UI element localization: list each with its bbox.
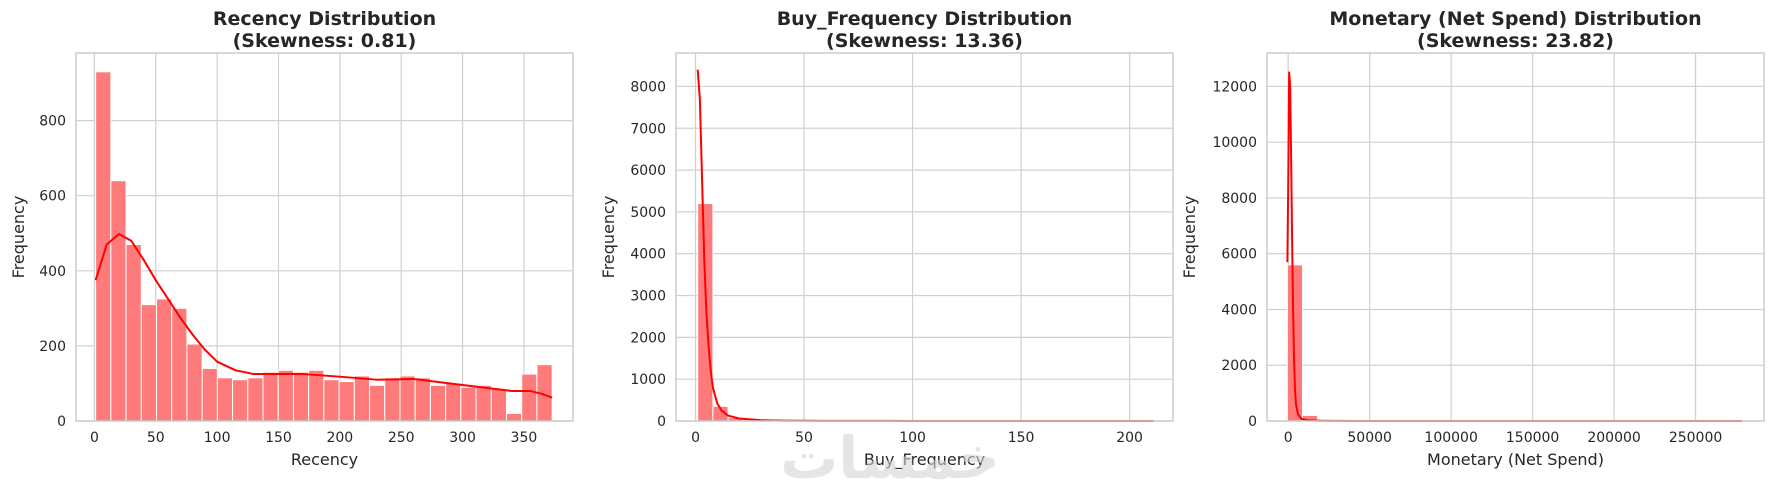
histogram-bar	[292, 371, 310, 422]
histogram-bar	[95, 71, 112, 422]
y-tick-label: 2000	[630, 330, 666, 346]
y-axis-label: Frequency	[1180, 196, 1199, 279]
histogram-bar	[323, 379, 340, 422]
y-tick-label: 7000	[630, 121, 666, 137]
chart-panel-2: 0 50 100 150 2000100020003000400050006000700…	[599, 8, 1174, 470]
x-tick-label: 200000	[1587, 430, 1640, 446]
y-tick-label: 8000	[1221, 191, 1257, 207]
kde-line	[94, 233, 553, 399]
x-tick-label: 50000	[1347, 430, 1392, 446]
x-tick-label: 50	[795, 430, 813, 446]
y-tick-label: 2000	[1221, 358, 1257, 374]
x-tick-label: 0	[691, 430, 700, 446]
histogram-bar	[429, 384, 447, 422]
kde-line	[696, 69, 1154, 422]
x-tick-label: 0	[1284, 430, 1293, 446]
histogram-bar	[475, 384, 492, 422]
histogram-bar	[277, 369, 294, 422]
histogram-bar	[262, 371, 279, 422]
x-tick-label: 50	[147, 430, 165, 446]
chart-panel-3: 0 50000 100000 150000 200000 250000 0 2000 4000 6…	[1180, 8, 1765, 469]
x-tick-label: 350	[511, 430, 538, 446]
y-tick-label: 1000	[630, 372, 666, 388]
histogram-bar	[384, 377, 401, 422]
histogram-bar	[353, 375, 371, 422]
histogram-bar	[110, 180, 127, 422]
kde-line	[1286, 71, 1742, 422]
chart-title: Recency Distribution	[213, 8, 436, 30]
y-tick-label: 0	[657, 414, 666, 430]
y-tick-label: 0	[1248, 414, 1257, 430]
histogram-bar	[186, 343, 203, 422]
x-tick-label: 100	[899, 430, 926, 446]
histogram-bar	[125, 244, 142, 422]
histogram-bar	[308, 369, 325, 422]
x-tick-label: 200	[1116, 430, 1143, 446]
histogram-bar	[414, 377, 431, 422]
histogram-bar	[247, 377, 264, 422]
histogram-bar	[521, 373, 538, 422]
histogram-bar	[460, 386, 477, 422]
x-tick-label: 0	[90, 430, 99, 446]
y-tick-label: 600	[39, 189, 66, 205]
y-tick-label: 8000	[630, 79, 666, 95]
chart-panel-1: 0 50 100 150 200 250 300 350 0 200 400 600 800 Recenc…	[9, 8, 574, 469]
x-tick-label: 100	[204, 430, 231, 446]
axes-frame	[1266, 52, 1765, 422]
y-tick-label: 0	[57, 414, 66, 430]
histogram-bar	[156, 298, 173, 422]
chart-subtitle: (Skewness: 13.36)	[826, 30, 1023, 52]
x-axis-label: Buy_Frequency	[864, 450, 985, 470]
watermark: خمسات	[780, 424, 1000, 483]
histogram-bar	[445, 382, 462, 422]
histogram-bar	[201, 367, 218, 422]
x-tick-label: 200	[326, 430, 353, 446]
x-axis-label: Recency	[291, 450, 358, 469]
y-tick-label: 800	[39, 114, 66, 130]
x-tick-label: 150000	[1506, 430, 1559, 446]
y-axis-label: Frequency	[599, 196, 618, 279]
x-tick-label: 300	[449, 430, 476, 446]
histogram-bar	[697, 203, 714, 422]
y-tick-label: 4000	[1221, 302, 1257, 318]
y-tick-label: 10000	[1212, 135, 1257, 151]
y-tick-label: 6000	[1221, 247, 1257, 263]
y-tick-label: 3000	[630, 289, 666, 305]
axes-frame	[75, 52, 574, 422]
histogram-bar	[505, 412, 523, 422]
y-tick-label: 5000	[630, 205, 666, 221]
histogram-bar	[490, 388, 507, 422]
histogram-bar	[338, 381, 355, 422]
chart-title: Buy_Frequency Distribution	[777, 8, 1073, 30]
chart-subtitle: (Skewness: 0.81)	[233, 30, 417, 52]
axes-frame	[675, 52, 1174, 422]
histogram-bar	[140, 304, 158, 422]
y-tick-label: 400	[39, 264, 66, 280]
histogram-bar	[399, 375, 416, 422]
y-tick-label: 12000	[1212, 79, 1257, 95]
histogram-bar	[232, 379, 249, 422]
y-tick-label: 4000	[630, 247, 666, 263]
chart-title: Monetary (Net Spend) Distribution	[1329, 8, 1701, 30]
x-axis-label: Monetary (Net Spend)	[1427, 450, 1604, 469]
x-tick-label: 100000	[1424, 430, 1477, 446]
histogram-bar	[216, 377, 234, 422]
x-tick-label: 250000	[1669, 430, 1722, 446]
y-tick-label: 6000	[630, 163, 666, 179]
chart-subtitle: (Skewness: 23.82)	[1417, 30, 1614, 52]
histogram-bar	[369, 384, 386, 422]
x-tick-label: 250	[388, 430, 415, 446]
y-tick-label: 200	[39, 339, 66, 355]
y-axis-label: Frequency	[9, 196, 28, 279]
x-tick-label: 150	[1008, 430, 1035, 446]
x-tick-label: 150	[265, 430, 292, 446]
